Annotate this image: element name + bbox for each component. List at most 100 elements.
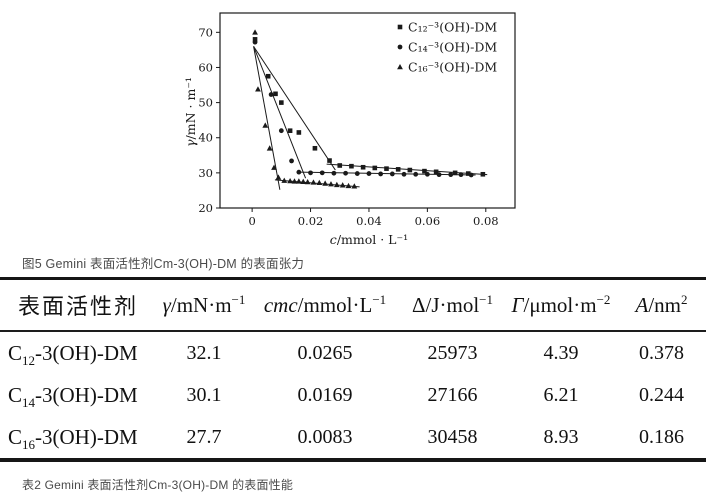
series-2 [252,39,476,179]
plot-border [219,12,516,209]
series-3 [252,29,360,190]
data-point [397,24,403,30]
text-segment: Γ [511,292,524,317]
fit-line [253,46,336,171]
surfactant-name: C14-3(OH)-DM [0,374,158,416]
data-point [468,172,474,178]
fit-line [253,46,307,179]
data-point [268,92,274,97]
surface-properties-table: 表面活性剂 γ/mN·m−1 cmc/mmol·L−1 Δ/J·mol−1 Γ/μmol… [0,277,706,462]
data-point [291,178,298,184]
data-point [448,172,454,178]
data-point [300,178,307,184]
data-point [296,130,302,135]
table-cell: 0.0265 [297,341,353,364]
data-point [436,172,442,178]
text-segment: −1 [372,291,387,307]
data-point [397,64,403,70]
data-point [360,164,366,170]
x-tick-label: 0.06 [415,214,441,228]
data-point [413,171,419,177]
data-point [345,182,352,189]
text-segment: /J·mol [425,292,480,317]
data-point [295,178,302,184]
figure-chart: 0 0.02 0.04 0.06 0.08 20 30 40 50 60 70 c/mmol · L⁻… [183,6,537,252]
data-point [372,165,378,171]
y-tick-label: 30 [198,166,213,180]
table-cell: 0.0083 [297,425,353,448]
data-point [279,100,284,105]
data-point [343,170,348,176]
figure-caption: 图5 Gemini 表面活性剂Cm-3(OH)-DM 的表面张力 [22,257,305,271]
data-point [458,172,464,178]
column-header-5: Γ/μmol·m−2 [505,278,617,332]
y-axis-title: γ/mN · m⁻¹ [183,77,198,147]
y-tick-label: 20 [198,201,213,215]
table-caption: 表2 Gemini 表面活性剂Cm-3(OH)-DM 的表面性能 [22,478,294,492]
data-point [308,170,313,176]
series-1 [252,37,488,177]
text-segment: 12 [22,352,36,368]
text-segment: 2 [681,291,688,307]
table-row: C12-3(OH)-DM 32.1 0.0265 25973 4.39 0.378 [0,331,706,374]
table-cell: 0.244 [639,383,684,406]
text-segment: A [635,292,649,317]
data-point [319,170,325,176]
text-segment: C [8,424,23,449]
data-point [337,163,343,168]
data-point [378,171,384,177]
text-segment: -3(OH)-DM [35,340,138,365]
data-point [252,29,258,35]
data-point [287,177,293,184]
y-tick-label: 70 [198,25,213,39]
column-header-2: γ/mN·m−1 [158,278,250,332]
data-point [389,171,395,177]
table-cell: 0.186 [639,425,684,448]
data-point [397,44,403,50]
text-segment: C [8,340,23,365]
data-point [452,170,458,176]
y-tick-label: 40 [198,131,213,145]
data-point [252,37,258,42]
table-cell: 4.39 [543,341,579,364]
text-segment: −1 [231,291,246,307]
text-segment: cmc [263,292,298,317]
data-point [480,171,486,177]
text-segment: −2 [596,291,611,307]
data-point [333,181,340,188]
table-cell: 6.21 [543,383,579,406]
data-point [312,145,318,151]
column-header-4: Δ/J·mol−1 [400,278,505,332]
data-point [351,183,358,189]
data-point [281,177,288,183]
data-point [271,164,277,170]
text-segment: 14 [22,394,36,410]
fit-line [298,171,476,176]
y-tick-label: 60 [198,60,213,74]
column-header-1: 表面活性剂 [0,278,158,332]
surfactant-name: C16-3(OH)-DM [0,416,158,460]
table-cell: 25973 [427,341,478,364]
data-point [331,170,337,176]
table-row: C14-3(OH)-DM 30.1 0.0169 27166 6.21 0.244 [0,374,706,416]
data-point [366,171,372,176]
y-tick-label: 50 [198,96,213,110]
data-point [349,163,354,169]
text-segment: C [8,382,23,407]
table-header: 表面活性剂 γ/mN·m−1 cmc/mmol·L−1 Δ/J·mol−1 Γ/μmol… [0,278,706,332]
x-tick-label: 0.08 [473,214,499,228]
data-point [407,167,413,173]
data-point [422,168,427,174]
data-point [433,169,439,175]
legend-label: C₁₄⁻³(OH)-DM [408,40,497,55]
y-axis: 20 30 40 50 60 70 [198,25,220,215]
text-segment: /nm [648,292,681,317]
data-point [316,179,323,186]
column-header-3: cmc/mmol·L−1 [250,278,400,332]
table-cell: 30.1 [186,383,222,406]
data-point [465,171,471,176]
data-point [354,171,360,176]
data-point [327,158,332,163]
table-cell: 0.378 [639,341,684,364]
